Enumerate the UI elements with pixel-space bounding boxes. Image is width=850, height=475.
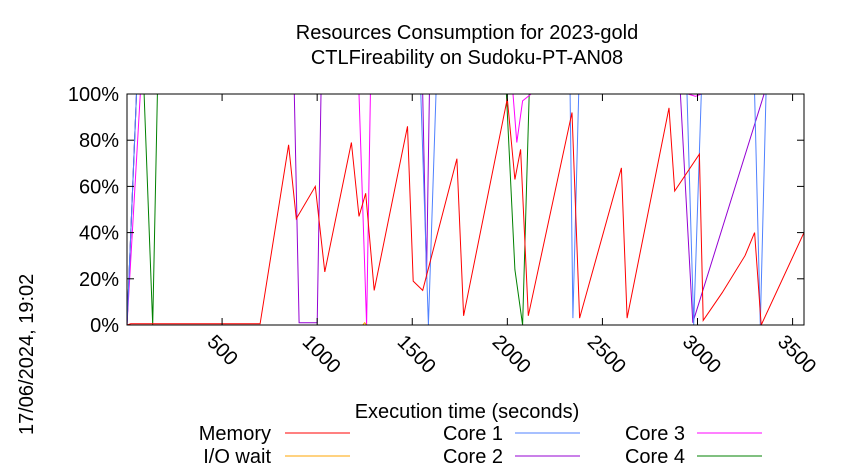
x-tick-label: 1000 — [298, 331, 345, 378]
x-tick-label: 2500 — [583, 331, 630, 378]
legend-label: Core 1 — [443, 423, 503, 445]
x-tick-label: 3500 — [773, 331, 820, 378]
plot-frame — [126, 93, 805, 326]
x-tick-label: 1500 — [393, 331, 440, 378]
chart-subtitle: CTLFireability on Sudoku-PT-AN08 — [311, 47, 623, 69]
legend-label: Core 3 — [625, 423, 685, 445]
chart-title: Resources Consumption for 2023-gold — [296, 22, 638, 44]
x-tick-label: 2000 — [488, 331, 535, 378]
x-tick-label: 3000 — [678, 331, 725, 378]
x-axis-label: Execution time (seconds) — [355, 401, 580, 423]
ticks: 0% 20% 40% 60% 80% 100% 500 1000 1500 2000 2500 300… — [68, 84, 820, 378]
y-tick-label: 0% — [90, 315, 119, 337]
x-tick-label: 500 — [203, 331, 242, 370]
legend-label: Core 4 — [625, 446, 685, 468]
y-tick-label: 20% — [79, 269, 119, 291]
y-tick-label: 40% — [79, 223, 119, 245]
legend-label: I/O wait — [203, 446, 271, 468]
plot-lines — [126, 93, 805, 326]
legend-label: Memory — [199, 423, 271, 445]
series-line-memory — [126, 98, 805, 326]
axes — [126, 93, 805, 326]
side-label: 17/06/2024, 19:02 — [16, 274, 38, 435]
y-tick-label: 80% — [79, 130, 119, 152]
legend-label: Core 2 — [443, 446, 503, 468]
y-tick-label: 60% — [79, 176, 119, 198]
y-tick-label: 100% — [68, 84, 119, 106]
